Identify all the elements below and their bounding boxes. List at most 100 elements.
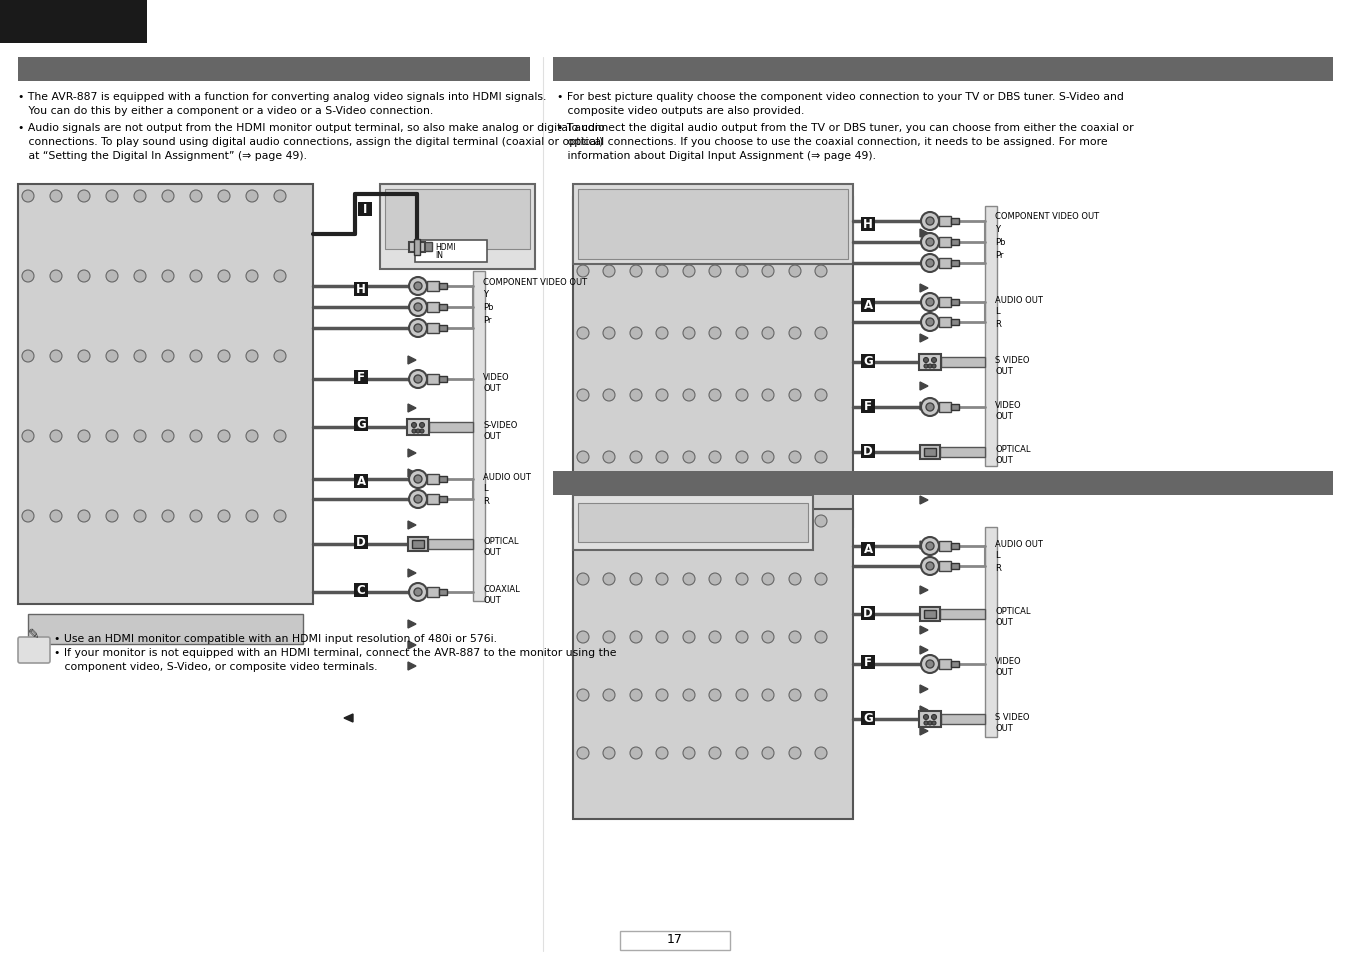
- Bar: [951, 299, 959, 306]
- Text: S VIDEO: S VIDEO: [996, 712, 1029, 721]
- Circle shape: [737, 689, 747, 701]
- Bar: [429, 422, 473, 433]
- Circle shape: [134, 351, 146, 363]
- Circle shape: [134, 271, 146, 283]
- Circle shape: [789, 631, 801, 643]
- Text: information about Digital Input Assignment (⇒ page 49).: information about Digital Input Assignme…: [557, 151, 876, 161]
- Circle shape: [630, 516, 642, 527]
- Circle shape: [22, 351, 34, 363]
- Circle shape: [630, 266, 642, 277]
- Circle shape: [656, 266, 668, 277]
- Text: L: L: [996, 551, 1000, 559]
- Circle shape: [789, 747, 801, 760]
- Circle shape: [710, 328, 720, 339]
- Circle shape: [78, 431, 90, 442]
- Circle shape: [925, 260, 934, 268]
- Bar: [939, 561, 951, 572]
- Text: • Audio signals are not output from the HDMI monitor output terminal, so also ma: • Audio signals are not output from the …: [18, 123, 604, 132]
- Polygon shape: [407, 356, 415, 365]
- Bar: [407, 537, 428, 552]
- Bar: [924, 610, 936, 618]
- Circle shape: [414, 283, 422, 291]
- Text: OUT: OUT: [996, 618, 1013, 626]
- Bar: [951, 405, 959, 411]
- Polygon shape: [407, 662, 415, 670]
- Circle shape: [603, 689, 615, 701]
- FancyBboxPatch shape: [18, 638, 50, 663]
- Circle shape: [577, 266, 590, 277]
- Circle shape: [921, 213, 939, 231]
- Circle shape: [134, 431, 146, 442]
- Text: S-VIDEO: S-VIDEO: [483, 420, 518, 430]
- Circle shape: [246, 351, 258, 363]
- Bar: [939, 659, 951, 669]
- Circle shape: [219, 351, 229, 363]
- Text: Pb: Pb: [996, 237, 1005, 247]
- Bar: [861, 444, 876, 458]
- Bar: [428, 324, 438, 334]
- Text: G: G: [863, 355, 873, 368]
- Circle shape: [656, 390, 668, 401]
- Circle shape: [789, 452, 801, 463]
- Circle shape: [762, 631, 774, 643]
- Bar: [438, 305, 447, 311]
- Bar: [939, 297, 951, 308]
- Bar: [573, 496, 813, 551]
- Circle shape: [762, 204, 774, 215]
- Circle shape: [710, 574, 720, 585]
- Bar: [438, 476, 447, 482]
- Circle shape: [710, 516, 720, 527]
- Text: I: I: [363, 203, 367, 215]
- Bar: [577, 503, 808, 542]
- Bar: [428, 375, 438, 385]
- Circle shape: [924, 365, 928, 369]
- Circle shape: [219, 191, 229, 203]
- Circle shape: [683, 574, 695, 585]
- Bar: [353, 417, 368, 432]
- Circle shape: [274, 431, 286, 442]
- Circle shape: [925, 239, 934, 247]
- Text: COMPONENT VIDEO OUT: COMPONENT VIDEO OUT: [483, 277, 587, 287]
- Text: D: D: [863, 606, 873, 619]
- Bar: [939, 402, 951, 413]
- Circle shape: [246, 511, 258, 522]
- Bar: [415, 241, 487, 263]
- Circle shape: [762, 689, 774, 701]
- Text: Y: Y: [483, 290, 488, 298]
- Text: R: R: [996, 563, 1001, 573]
- Text: Y: Y: [996, 225, 1000, 233]
- Text: OUT: OUT: [483, 547, 500, 557]
- Circle shape: [762, 516, 774, 527]
- Text: COAXIAL: COAXIAL: [483, 584, 519, 594]
- Polygon shape: [920, 646, 928, 655]
- Circle shape: [737, 452, 747, 463]
- Text: AUDIO OUT: AUDIO OUT: [996, 539, 1043, 548]
- Circle shape: [925, 318, 934, 327]
- Circle shape: [107, 271, 117, 283]
- Circle shape: [414, 496, 422, 503]
- Text: Pr: Pr: [483, 315, 491, 325]
- Circle shape: [762, 574, 774, 585]
- Circle shape: [928, 721, 932, 725]
- Circle shape: [921, 398, 939, 416]
- Bar: [939, 216, 951, 227]
- Circle shape: [409, 319, 428, 337]
- Bar: [438, 326, 447, 332]
- Circle shape: [921, 233, 939, 252]
- Circle shape: [274, 271, 286, 283]
- Circle shape: [762, 328, 774, 339]
- Circle shape: [762, 390, 774, 401]
- Circle shape: [409, 471, 428, 489]
- Bar: [407, 419, 429, 436]
- Circle shape: [789, 204, 801, 215]
- Circle shape: [921, 254, 939, 273]
- Text: VIDEO: VIDEO: [996, 400, 1021, 410]
- Circle shape: [603, 574, 615, 585]
- Circle shape: [603, 631, 615, 643]
- Circle shape: [815, 266, 827, 277]
- Bar: [621, 931, 730, 950]
- Circle shape: [22, 271, 34, 283]
- Circle shape: [789, 516, 801, 527]
- Text: A: A: [863, 298, 873, 312]
- Circle shape: [577, 204, 590, 215]
